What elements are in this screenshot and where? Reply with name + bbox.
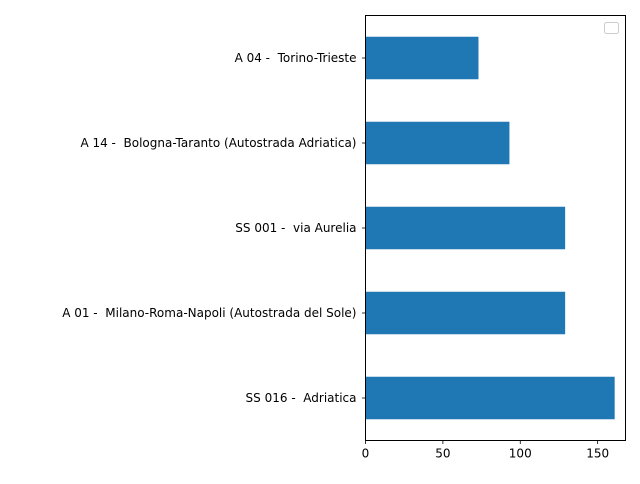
x-tick-label: 50 xyxy=(435,447,450,461)
legend-box xyxy=(604,22,619,34)
bar-1 xyxy=(365,291,566,335)
plot-frame xyxy=(365,15,626,441)
y-tick-label: A 04 - Torino-Trieste xyxy=(235,51,357,65)
bar-2 xyxy=(365,206,566,250)
y-tick-label: A 14 - Bologna-Taranto (Autostrada Adria… xyxy=(80,136,356,150)
x-tick-label: 0 xyxy=(362,447,370,461)
y-tick-label: SS 001 - via Aurelia xyxy=(235,221,356,235)
bar-0 xyxy=(365,376,615,420)
bar-4 xyxy=(365,36,479,80)
bars-group xyxy=(365,36,615,420)
x-tick-label: 150 xyxy=(586,447,609,461)
legend xyxy=(604,22,619,34)
x-tick-label: 100 xyxy=(509,447,532,461)
y-tick-label: A 01 - Milano-Roma-Napoli (Autostrada de… xyxy=(62,306,356,320)
x-axis-ticks: 0 50 100 150 xyxy=(362,440,609,461)
y-tick-label: SS 016 - Adriatica xyxy=(246,391,357,405)
bar-3 xyxy=(365,121,510,165)
y-axis-ticks: SS 016 - Adriatica A 01 - Milano-Roma-Nap… xyxy=(62,51,366,405)
